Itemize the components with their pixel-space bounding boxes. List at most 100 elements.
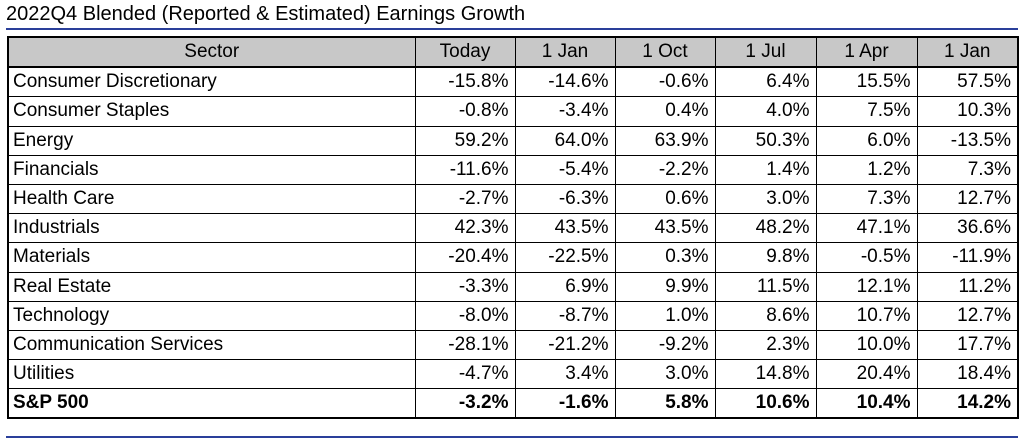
value-cell: 6.4% xyxy=(714,66,817,98)
value-cell: 64.0% xyxy=(514,125,616,156)
value-cell: 0.3% xyxy=(614,242,716,273)
value-cell: -13.5% xyxy=(916,125,1019,156)
value-cell: 14.2% xyxy=(916,388,1019,419)
value-cell: 59.2% xyxy=(414,125,516,156)
sector-cell: Health Care xyxy=(7,183,416,215)
sector-cell: Technology xyxy=(7,300,416,331)
sector-cell: S&P 500 xyxy=(7,388,416,419)
value-cell: 9.9% xyxy=(614,271,716,302)
header-row: Sector Today 1 Jan 1 Oct 1 Jul 1 Apr 1 Jan xyxy=(7,36,1019,69)
value-cell: 12.1% xyxy=(815,271,918,302)
value-cell: 57.5% xyxy=(916,66,1019,98)
title-rule xyxy=(6,28,1018,30)
table-row: Utilities -4.7% 3.4% 3.0% 14.8% 20.4% 18.4% xyxy=(7,359,1019,390)
value-cell: 1.0% xyxy=(614,300,716,331)
table-row: Consumer Staples -0.8% -3.4% 0.4% 4.0% 7.5% 10… xyxy=(7,96,1019,127)
value-cell: 17.7% xyxy=(916,329,1019,361)
value-cell: -3.4% xyxy=(514,96,616,127)
sector-cell: Communication Services xyxy=(7,329,416,361)
table-row: Energy 59.2% 64.0% 63.9% 50.3% 6.0% -13.5% xyxy=(7,125,1019,156)
value-cell: 4.0% xyxy=(714,96,817,127)
table-row: Health Care -2.7% -6.3% 0.6% 3.0% 7.3% 12.7% xyxy=(7,183,1019,215)
value-cell: -3.3% xyxy=(414,271,516,302)
value-cell: -15.8% xyxy=(414,66,516,98)
value-cell: -20.4% xyxy=(414,242,516,273)
value-cell: 12.7% xyxy=(916,183,1019,215)
value-cell: -4.7% xyxy=(414,359,516,390)
column-header: 1 Oct xyxy=(614,36,716,69)
table-row: Financials -11.6% -5.4% -2.2% 1.4% 1.2% 7.3% xyxy=(7,154,1019,185)
earnings-growth-table: Sector Today 1 Jan 1 Oct 1 Jul 1 Apr 1 Jan Con… xyxy=(7,36,1019,420)
value-cell: -21.2% xyxy=(514,329,616,361)
value-cell: -5.4% xyxy=(514,154,616,185)
value-cell: 5.8% xyxy=(614,388,716,419)
value-cell: 10.7% xyxy=(815,300,918,331)
value-cell: 1.2% xyxy=(815,154,918,185)
table-body: Consumer Discretionary -15.8% -14.6% -0.6% 6… xyxy=(7,66,1019,419)
value-cell: -8.0% xyxy=(414,300,516,331)
value-cell: 48.2% xyxy=(714,213,817,244)
value-cell: 43.5% xyxy=(514,213,616,244)
column-header: 1 Jan xyxy=(916,36,1019,69)
value-cell: 7.3% xyxy=(916,154,1019,185)
sector-cell: Consumer Discretionary xyxy=(7,66,416,98)
value-cell: 50.3% xyxy=(714,125,817,156)
value-cell: -0.6% xyxy=(614,66,716,98)
value-cell: -2.2% xyxy=(614,154,716,185)
bottom-rule xyxy=(6,436,1018,438)
value-cell: -2.7% xyxy=(414,183,516,215)
value-cell: 63.9% xyxy=(614,125,716,156)
value-cell: 47.1% xyxy=(815,213,918,244)
value-cell: 9.8% xyxy=(714,242,817,273)
sector-cell: Utilities xyxy=(7,359,416,390)
value-cell: 6.0% xyxy=(815,125,918,156)
value-cell: 12.7% xyxy=(916,300,1019,331)
sector-cell: Real Estate xyxy=(7,271,416,302)
sector-cell: Industrials xyxy=(7,213,416,244)
sector-cell: Consumer Staples xyxy=(7,96,416,127)
value-cell: 10.4% xyxy=(815,388,918,419)
value-cell: 6.9% xyxy=(514,271,616,302)
table-row: Industrials 42.3% 43.5% 43.5% 48.2% 47.1% 36.6… xyxy=(7,213,1019,244)
column-header: Today xyxy=(414,36,516,69)
value-cell: 1.4% xyxy=(714,154,817,185)
value-cell: -14.6% xyxy=(514,66,616,98)
column-header: Sector xyxy=(7,36,416,69)
value-cell: 11.2% xyxy=(916,271,1019,302)
table-row: Materials -20.4% -22.5% 0.3% 9.8% -0.5% -11.9% xyxy=(7,242,1019,273)
value-cell: -22.5% xyxy=(514,242,616,273)
page-title: 2022Q4 Blended (Reported & Estimated) Ea… xyxy=(6,3,526,25)
value-cell: 7.3% xyxy=(815,183,918,215)
value-cell: -1.6% xyxy=(514,388,616,419)
value-cell: -11.9% xyxy=(916,242,1019,273)
value-cell: -6.3% xyxy=(514,183,616,215)
sector-cell: Energy xyxy=(7,125,416,156)
value-cell: 2.3% xyxy=(714,329,817,361)
value-cell: 3.0% xyxy=(714,183,817,215)
column-header: 1 Apr xyxy=(815,36,918,69)
value-cell: 20.4% xyxy=(815,359,918,390)
value-cell: 3.4% xyxy=(514,359,616,390)
value-cell: 18.4% xyxy=(916,359,1019,390)
value-cell: -8.7% xyxy=(514,300,616,331)
column-header: 1 Jan xyxy=(514,36,616,69)
value-cell: -3.2% xyxy=(414,388,516,419)
sector-cell: Materials xyxy=(7,242,416,273)
value-cell: -0.5% xyxy=(815,242,918,273)
value-cell: 3.0% xyxy=(614,359,716,390)
value-cell: 42.3% xyxy=(414,213,516,244)
value-cell: 8.6% xyxy=(714,300,817,331)
sector-cell: Financials xyxy=(7,154,416,185)
value-cell: -9.2% xyxy=(614,329,716,361)
value-cell: 0.6% xyxy=(614,183,716,215)
value-cell: -28.1% xyxy=(414,329,516,361)
value-cell: 10.3% xyxy=(916,96,1019,127)
table-row: Real Estate -3.3% 6.9% 9.9% 11.5% 12.1% 11.2% xyxy=(7,271,1019,302)
value-cell: 7.5% xyxy=(815,96,918,127)
table-row: Consumer Discretionary -15.8% -14.6% -0.6% 6… xyxy=(7,66,1019,98)
value-cell: 10.6% xyxy=(714,388,817,419)
value-cell: -0.8% xyxy=(414,96,516,127)
value-cell: 36.6% xyxy=(916,213,1019,244)
value-cell: -11.6% xyxy=(414,154,516,185)
value-cell: 11.5% xyxy=(714,271,817,302)
